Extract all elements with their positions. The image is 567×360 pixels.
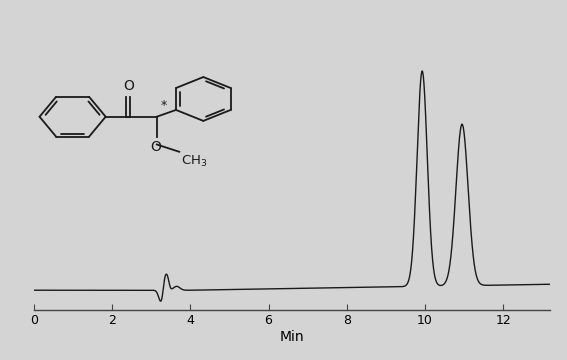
Text: O: O	[123, 79, 134, 93]
Text: O: O	[150, 140, 160, 154]
Text: CH$_3$: CH$_3$	[181, 154, 208, 169]
Text: *: *	[160, 99, 167, 112]
X-axis label: Min: Min	[280, 330, 304, 344]
